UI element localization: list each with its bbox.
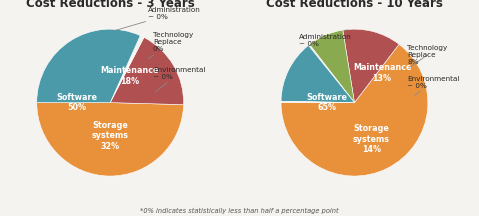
Wedge shape <box>281 44 428 176</box>
Wedge shape <box>37 29 140 103</box>
Text: Software
50%: Software 50% <box>57 93 98 112</box>
Text: Environmental
~ 0%: Environmental ~ 0% <box>153 67 205 92</box>
Text: Administration
~ 0%: Administration ~ 0% <box>114 6 201 31</box>
Text: Maintenance
13%: Maintenance 13% <box>353 63 411 83</box>
Wedge shape <box>309 30 354 103</box>
Text: Storage
systems
14%: Storage systems 14% <box>353 124 390 154</box>
Wedge shape <box>110 36 143 103</box>
Text: Technology
Replace
0%: Technology Replace 0% <box>148 32 193 59</box>
Wedge shape <box>110 37 144 103</box>
Text: Maintenance
18%: Maintenance 18% <box>100 66 159 86</box>
Text: Environmental
~ 0%: Environmental ~ 0% <box>407 76 460 95</box>
Title: Cost Reductions - 3 Years: Cost Reductions - 3 Years <box>26 0 194 10</box>
Wedge shape <box>110 36 141 103</box>
Text: Software
65%: Software 65% <box>306 93 347 112</box>
Text: Administration
~ 0%: Administration ~ 0% <box>299 30 352 47</box>
Wedge shape <box>308 44 354 103</box>
Text: Storage
systems
32%: Storage systems 32% <box>91 121 129 151</box>
Text: Technology
Replace
8%: Technology Replace 8% <box>407 45 447 67</box>
Wedge shape <box>343 29 399 103</box>
Text: *0% indicates statistically less than half a percentage point: *0% indicates statistically less than ha… <box>140 208 339 214</box>
Title: Cost Reductions - 10 Years: Cost Reductions - 10 Years <box>266 0 443 10</box>
Wedge shape <box>281 45 354 103</box>
Wedge shape <box>37 103 183 176</box>
Wedge shape <box>281 101 354 103</box>
Wedge shape <box>110 37 183 105</box>
